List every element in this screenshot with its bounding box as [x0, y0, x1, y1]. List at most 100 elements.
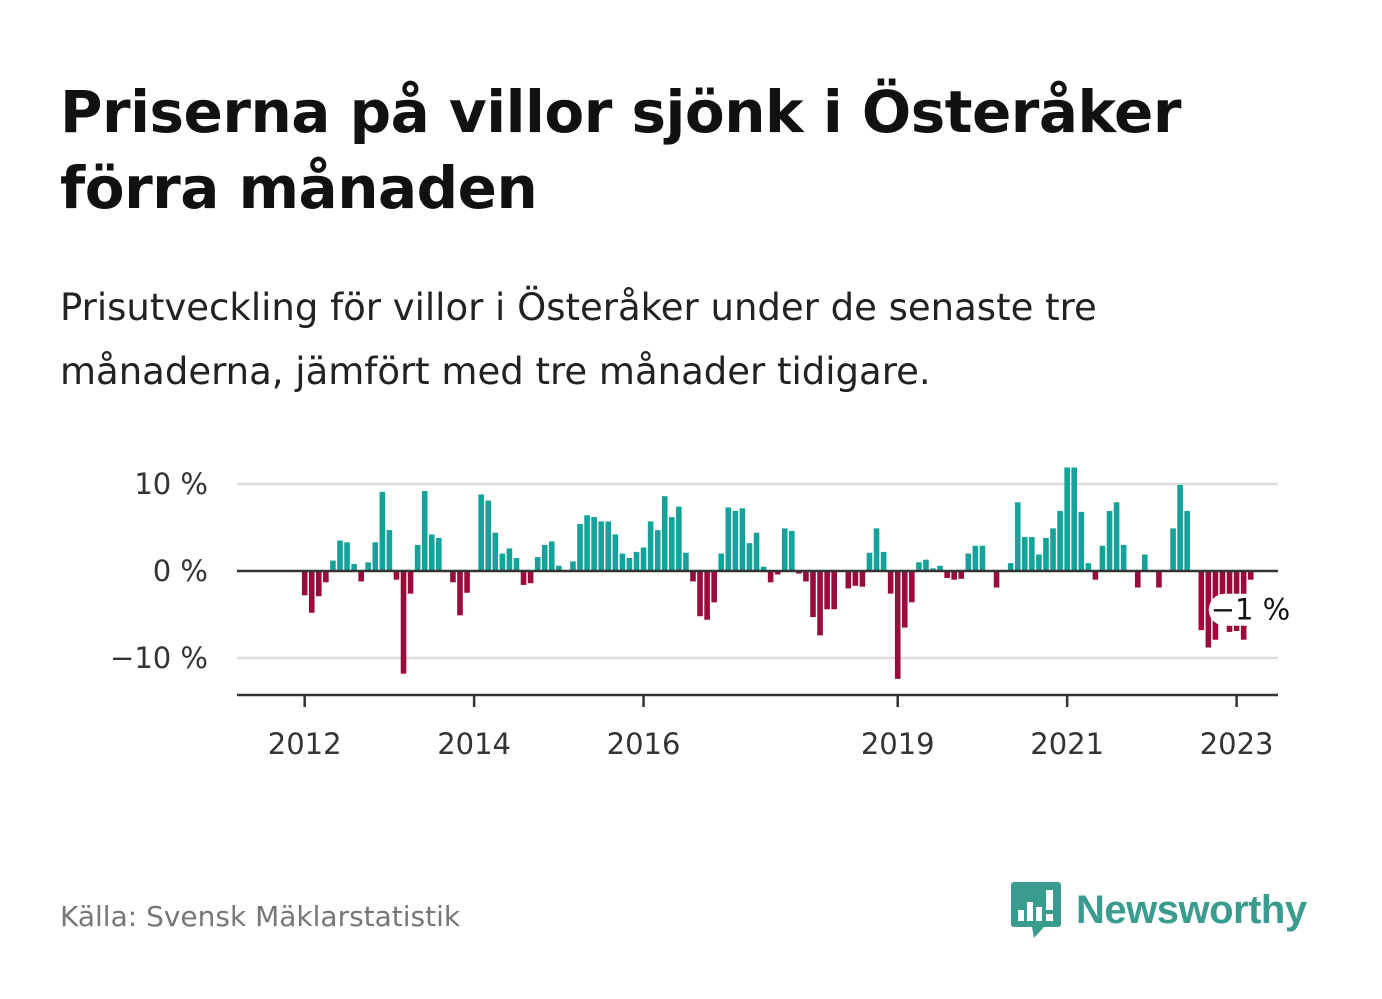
bar: [901, 571, 908, 628]
bar: [626, 557, 633, 571]
bar: [598, 521, 604, 571]
source-note: Källa: Svensk Mäklarstatistik: [60, 900, 461, 933]
bar: [1106, 510, 1113, 571]
bar: [676, 506, 682, 571]
bar: [337, 540, 343, 571]
bar: [1085, 563, 1092, 571]
bar: [711, 571, 717, 603]
last-value-annotation: −1 %: [1208, 593, 1291, 627]
newsworthy-logo[interactable]: Newsworthy: [1010, 878, 1307, 942]
bar: [464, 571, 470, 593]
bar: [1177, 484, 1183, 571]
bar: [379, 491, 386, 571]
bar: [789, 530, 795, 571]
bar: [633, 551, 640, 571]
x-axis-ticks: 2012 2014 2016 2019 2021 2023: [268, 695, 1274, 761]
bar: [746, 543, 753, 571]
bar: [859, 571, 866, 587]
bar: [916, 562, 922, 571]
bar: [400, 571, 407, 674]
bars: [301, 467, 1254, 679]
bar: [506, 548, 513, 571]
bar: [725, 507, 732, 571]
bar: [796, 571, 802, 574]
bar: [880, 551, 887, 571]
y-tick-label: −10 %: [110, 641, 208, 675]
bar: [1247, 571, 1254, 580]
y-axis-ticks: 10 % 0 % −10 %: [110, 467, 208, 675]
bar: [972, 545, 979, 571]
bar: [732, 510, 739, 571]
bar: [436, 537, 442, 571]
bar: [534, 557, 541, 571]
y-tick-label: 10 %: [134, 467, 208, 501]
bar: [1057, 510, 1063, 571]
bar: [301, 571, 308, 596]
y-tick-label: 0 %: [153, 554, 208, 588]
x-tick-label: 2023: [1200, 727, 1274, 761]
bar: [421, 490, 428, 571]
bar: [485, 500, 492, 571]
bar: [358, 571, 364, 582]
bar: [817, 571, 823, 636]
bar: [619, 553, 626, 571]
bar: [930, 568, 936, 571]
bar: [393, 571, 400, 580]
bar: [760, 566, 767, 571]
bar: [1071, 467, 1078, 571]
bar: [640, 547, 647, 571]
bar: [1029, 537, 1035, 571]
bar: [965, 553, 972, 571]
bar: [386, 530, 393, 571]
bar: [753, 532, 760, 571]
bar: [1050, 528, 1056, 571]
bar: [690, 571, 696, 582]
bar: [541, 544, 548, 571]
annotation-label: −1 %: [1211, 593, 1291, 627]
bar: [1142, 554, 1148, 571]
bar: [372, 542, 379, 571]
bar: [478, 494, 484, 571]
bar: [831, 571, 837, 610]
bar: [365, 562, 372, 571]
bar: [718, 553, 725, 571]
bar: [697, 571, 703, 617]
annotation-backdrop: [1208, 593, 1265, 626]
bar: [979, 545, 986, 571]
bar: [407, 571, 414, 594]
bar: [308, 571, 315, 613]
bar: [1078, 511, 1085, 571]
bar: [612, 534, 619, 571]
bar: [654, 530, 661, 571]
chart-subtitle: Prisutveckling för villor i Österåker un…: [60, 286, 1097, 393]
bar: [323, 571, 329, 583]
bar: [1170, 528, 1176, 571]
bar: [873, 528, 880, 571]
x-tick-label: 2021: [1030, 727, 1104, 761]
chart-title: Priserna på villor sjönk i Österåker för…: [60, 78, 1182, 222]
bar: [894, 571, 901, 679]
bar: [584, 515, 590, 571]
bar: [951, 571, 957, 580]
bar: [605, 521, 612, 571]
x-tick-label: 2014: [437, 727, 511, 761]
bar: [1099, 545, 1106, 571]
bar: [993, 571, 1000, 588]
bar: [591, 517, 597, 571]
bar: [527, 571, 534, 584]
bar: [909, 571, 915, 603]
bar: [492, 532, 499, 571]
bar: [958, 571, 965, 579]
bar: [781, 528, 788, 571]
bar: [739, 508, 746, 571]
bar: [1134, 571, 1141, 588]
bar: [767, 571, 774, 583]
bar: [683, 552, 689, 571]
bar: [1007, 563, 1014, 571]
bar: [556, 565, 562, 571]
bar: [1036, 554, 1042, 571]
bar: [330, 560, 336, 571]
bar: [577, 524, 583, 571]
bar: [351, 564, 357, 571]
logo-wordmark: Newsworthy: [1076, 887, 1307, 932]
